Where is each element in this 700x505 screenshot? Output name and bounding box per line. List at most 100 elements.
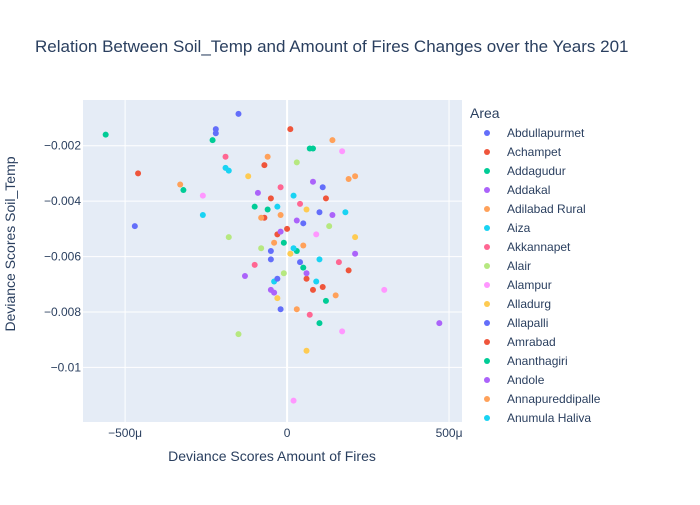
legend-title: Area — [470, 105, 500, 121]
data-point — [303, 206, 310, 213]
data-point — [264, 153, 271, 160]
data-point — [258, 245, 265, 252]
legend: Abdullapurmet Achampet Addagudur Addakal Adi… — [484, 126, 601, 422]
x-tick-label: 0 — [284, 426, 291, 440]
data-point — [280, 270, 287, 277]
legend-item-label: Abdullapurmet — [507, 126, 585, 140]
data-point — [274, 295, 281, 302]
data-point — [251, 203, 258, 210]
y-axis-ticks: −0.002 −0.004 −0.006 −0.008 −0.01 — [44, 139, 81, 375]
y-tick-label: −0.008 — [44, 305, 81, 319]
data-point — [309, 145, 316, 152]
legend-marker — [484, 358, 490, 364]
y-tick-label: −0.002 — [44, 139, 81, 153]
legend-marker — [484, 225, 490, 231]
data-point — [352, 173, 359, 180]
legend-item-label: Achampet — [507, 145, 562, 159]
legend-item-label: Alladurg — [507, 297, 551, 311]
data-point — [274, 275, 281, 282]
data-point — [277, 184, 284, 191]
data-point — [274, 203, 281, 210]
data-point — [225, 234, 232, 241]
data-point — [352, 250, 359, 257]
legend-marker — [484, 244, 490, 250]
data-point — [300, 242, 307, 249]
data-point — [258, 214, 265, 221]
data-point — [267, 195, 274, 202]
data-point — [436, 320, 443, 327]
data-point — [284, 225, 291, 232]
legend-marker — [484, 415, 490, 421]
data-point — [290, 245, 297, 252]
data-point — [245, 173, 252, 180]
data-point — [254, 189, 261, 196]
legend-marker — [484, 130, 490, 136]
y-tick-label: −0.004 — [44, 194, 81, 208]
legend-item-label: Amrabad — [507, 335, 556, 349]
data-point — [309, 286, 316, 293]
data-point — [261, 162, 268, 169]
y-tick-label: −0.006 — [44, 250, 81, 264]
legend-marker — [484, 396, 490, 402]
data-point — [306, 311, 313, 318]
data-point — [251, 261, 258, 268]
data-point — [316, 320, 323, 327]
data-point — [345, 267, 352, 274]
data-point — [290, 192, 297, 199]
data-point — [277, 306, 284, 313]
legend-marker — [484, 187, 490, 193]
legend-item-label: Addagudur — [507, 164, 566, 178]
data-point — [303, 270, 310, 277]
data-point — [267, 248, 274, 255]
data-point — [264, 206, 271, 213]
data-point — [322, 297, 329, 304]
data-point — [280, 239, 287, 246]
chart-title: Relation Between Soil_Temp and Amount of… — [35, 37, 628, 56]
legend-item-label: Alampur — [507, 278, 552, 292]
data-point — [335, 259, 342, 266]
data-point — [329, 137, 336, 144]
legend-marker — [484, 168, 490, 174]
y-axis-label: Deviance Scores Soil_Temp — [2, 156, 18, 331]
data-point — [222, 153, 229, 160]
data-point — [277, 212, 284, 218]
data-point — [199, 212, 206, 218]
legend-marker — [484, 377, 490, 383]
data-point — [303, 275, 310, 282]
data-point — [309, 178, 316, 185]
data-point — [300, 220, 307, 227]
legend-item-label: Addakal — [507, 183, 550, 197]
x-tick-label: 500μ — [436, 426, 463, 440]
legend-marker — [484, 206, 490, 212]
data-point — [297, 259, 304, 266]
data-point — [313, 278, 320, 285]
data-point — [326, 223, 333, 230]
data-point — [332, 292, 339, 299]
legend-marker — [484, 282, 490, 288]
legend-marker — [484, 263, 490, 269]
data-point — [342, 209, 349, 216]
data-point — [319, 284, 326, 291]
data-point — [135, 170, 142, 177]
data-point — [322, 195, 329, 202]
data-point — [300, 264, 307, 271]
legend-marker — [484, 301, 490, 307]
legend-item-label: Ananthagiri — [507, 354, 568, 368]
data-point — [212, 126, 219, 133]
data-point — [235, 110, 242, 117]
legend-item-label: Andole — [507, 373, 545, 387]
data-point — [180, 187, 187, 194]
data-point — [339, 328, 346, 335]
data-point — [290, 397, 297, 404]
data-point — [199, 192, 206, 199]
data-point — [131, 223, 138, 230]
data-point — [319, 184, 326, 191]
data-point — [102, 131, 109, 138]
legend-marker — [484, 320, 490, 326]
data-point — [316, 256, 323, 263]
legend-item-label: Alair — [507, 259, 531, 273]
data-point — [177, 181, 184, 188]
data-point — [287, 250, 294, 257]
legend-item-label: Akkannapet — [507, 240, 571, 254]
